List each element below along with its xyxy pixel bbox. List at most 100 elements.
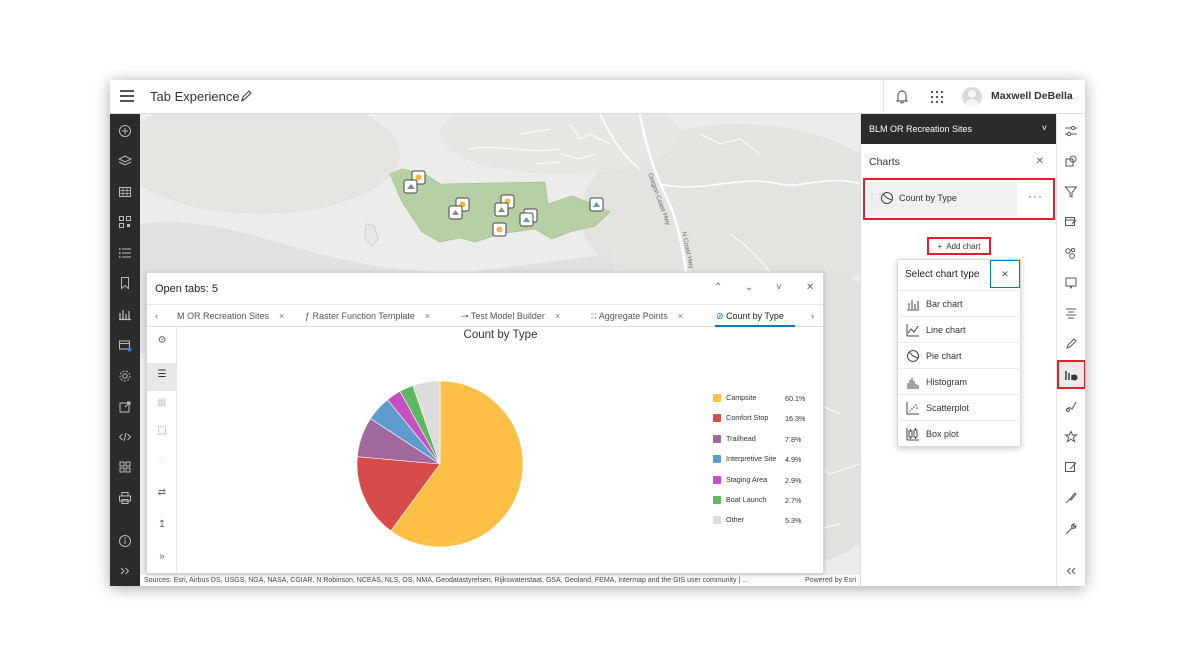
selection-icon[interactable]: ⬚ bbox=[157, 425, 167, 436]
legend-item[interactable]: Campsite 60.1% bbox=[713, 393, 813, 403]
filter-icon[interactable] bbox=[1064, 185, 1078, 199]
chart-item[interactable]: ⋮⋮ Count by Type ··· bbox=[863, 178, 1055, 220]
list-icon[interactable] bbox=[118, 246, 132, 260]
pie-slice-comfort-stop[interactable] bbox=[356, 456, 441, 532]
tab-recreation-sites[interactable]: M OR Recreation Sites × bbox=[177, 311, 284, 321]
tab-aggregate-points[interactable]: ∷ Aggregate Points × bbox=[591, 311, 683, 322]
list-icon[interactable]: ☰ bbox=[157, 369, 167, 380]
powered-by-esri[interactable]: Powered by Esri bbox=[801, 575, 856, 586]
chart-type-label: Line chart bbox=[926, 325, 966, 335]
chart-type-line[interactable]: Line chart bbox=[898, 316, 1022, 342]
export-icon[interactable] bbox=[118, 400, 132, 414]
tabs-icon[interactable] bbox=[118, 338, 132, 352]
user-name[interactable]: Maxwell DeBella bbox=[991, 90, 1073, 102]
more-options-icon[interactable]: ··· bbox=[1028, 189, 1043, 203]
layers-icon[interactable] bbox=[118, 154, 132, 168]
chevron-down-icon: ˅ bbox=[1041, 123, 1047, 133]
box-plot-icon bbox=[906, 428, 919, 441]
export-icon[interactable]: ↥ bbox=[157, 519, 167, 530]
table-edit-icon[interactable] bbox=[1064, 215, 1078, 229]
chart-type-boxplot[interactable]: Box plot bbox=[898, 420, 1022, 446]
info-icon[interactable] bbox=[118, 534, 132, 548]
pie-chart[interactable] bbox=[355, 379, 525, 549]
close-icon[interactable]: ✕ bbox=[990, 260, 1020, 288]
legend-percent: 5.3% bbox=[785, 516, 802, 526]
map-marker-icon[interactable] bbox=[448, 205, 463, 220]
swap-icon[interactable]: ⇄ bbox=[157, 487, 167, 498]
chevron-down-icon[interactable]: ˅ bbox=[776, 282, 782, 293]
legend-item[interactable]: Staging Area 2.9% bbox=[713, 475, 813, 485]
avatar[interactable] bbox=[962, 87, 982, 107]
left-action-bar bbox=[110, 114, 140, 586]
stack-icon[interactable] bbox=[1064, 307, 1078, 321]
legend-item[interactable]: Trailhead 7.8% bbox=[713, 434, 813, 444]
pencil-icon[interactable] bbox=[240, 88, 252, 102]
tab-panel-title: Open tabs: 5 bbox=[155, 283, 218, 295]
popup-icon[interactable] bbox=[1064, 276, 1078, 290]
tab-count-by-type[interactable]: ⊘ Count by Type bbox=[716, 311, 784, 322]
pie-slice-other[interactable] bbox=[412, 380, 441, 465]
wrench-icon[interactable] bbox=[1064, 522, 1078, 536]
close-icon[interactable]: × bbox=[677, 311, 684, 321]
table-icon[interactable] bbox=[118, 185, 132, 199]
close-icon[interactable]: ✕ bbox=[1035, 156, 1044, 167]
tab-scroll-left-icon[interactable]: ‹ bbox=[155, 311, 158, 321]
chevrons-up-icon[interactable]: ⌃ bbox=[714, 282, 723, 293]
shapes-icon[interactable] bbox=[1064, 154, 1078, 168]
legend-item[interactable]: Interpretive Site 4.9% bbox=[713, 454, 813, 464]
bell-icon[interactable] bbox=[895, 89, 909, 104]
code-icon[interactable] bbox=[118, 430, 132, 444]
legend-percent: 16.3% bbox=[785, 414, 806, 424]
legend-percent: 2.9% bbox=[785, 475, 802, 485]
collapse-icon[interactable] bbox=[1064, 564, 1078, 578]
close-icon[interactable]: × bbox=[554, 311, 561, 321]
gear-icon[interactable]: ⚙ bbox=[157, 335, 167, 346]
bar-chart-icon[interactable] bbox=[118, 307, 132, 321]
app-launcher-icon[interactable] bbox=[930, 90, 944, 104]
tab-model-builder[interactable]: ⊸ Test Model Builder × bbox=[461, 311, 560, 322]
bookmark-icon[interactable] bbox=[118, 276, 132, 290]
map-marker-icon[interactable] bbox=[403, 179, 418, 194]
map-marker-icon[interactable] bbox=[519, 212, 534, 227]
legend-item[interactable]: Other 5.3% bbox=[713, 515, 813, 525]
sketch-icon[interactable] bbox=[1064, 399, 1078, 413]
legend-item[interactable]: Boat Launch 2.7% bbox=[713, 495, 813, 505]
chart-type-histogram[interactable]: Histogram bbox=[898, 368, 1022, 394]
chart-layer-icon[interactable] bbox=[1064, 368, 1078, 382]
close-icon[interactable]: × bbox=[424, 311, 431, 321]
chart-type-scatterplot[interactable]: Scatterplot bbox=[898, 394, 1022, 420]
map-marker-icon[interactable] bbox=[492, 222, 507, 237]
add-chart-button[interactable]: + Add chart bbox=[927, 237, 991, 255]
sliders-icon[interactable] bbox=[1064, 124, 1078, 138]
tab-raster-function[interactable]: ƒ Raster Function Template × bbox=[305, 311, 430, 321]
chart-type-bar[interactable]: Bar chart bbox=[898, 290, 1022, 316]
chart-type-label: Bar chart bbox=[926, 299, 963, 309]
chart-type-pie[interactable]: Pie chart bbox=[898, 342, 1022, 368]
map-marker-icon[interactable] bbox=[589, 197, 604, 212]
qr-code-icon[interactable] bbox=[118, 215, 132, 229]
tab-scroll-right-icon[interactable]: › bbox=[811, 311, 814, 321]
edit-feature-icon[interactable] bbox=[1064, 460, 1078, 474]
close-icon[interactable]: ✕ bbox=[806, 282, 815, 293]
legend-item[interactable]: Comfort Stop 16.3% bbox=[713, 413, 813, 423]
drag-handle-icon[interactable]: ⋮⋮ bbox=[868, 193, 884, 202]
legend-label: Trailhead bbox=[726, 433, 756, 443]
brush-icon[interactable] bbox=[1064, 491, 1078, 505]
hamburger-menu-icon[interactable] bbox=[120, 90, 134, 102]
expand-icon[interactable]: » bbox=[159, 551, 165, 562]
legend-percent: 7.8% bbox=[785, 434, 802, 444]
expand-icon[interactable] bbox=[118, 564, 132, 578]
close-icon[interactable]: × bbox=[279, 311, 285, 321]
grid-icon[interactable] bbox=[118, 460, 132, 474]
star-shield-icon[interactable] bbox=[1064, 430, 1078, 444]
map-marker-icon[interactable] bbox=[494, 202, 509, 217]
print-icon[interactable] bbox=[118, 491, 132, 505]
layer-selector[interactable]: BLM OR Recreation Sites ˅ bbox=[861, 114, 1057, 144]
add-circle-icon[interactable] bbox=[118, 124, 132, 138]
chart-item-label: Count by Type bbox=[899, 193, 957, 203]
pie-slice-campsite[interactable] bbox=[390, 380, 524, 548]
cluster-icon[interactable] bbox=[1064, 246, 1078, 260]
gear-icon[interactable] bbox=[118, 369, 132, 383]
pen-icon[interactable] bbox=[1064, 337, 1078, 351]
chevrons-down-icon[interactable]: ⌄ bbox=[745, 282, 754, 293]
